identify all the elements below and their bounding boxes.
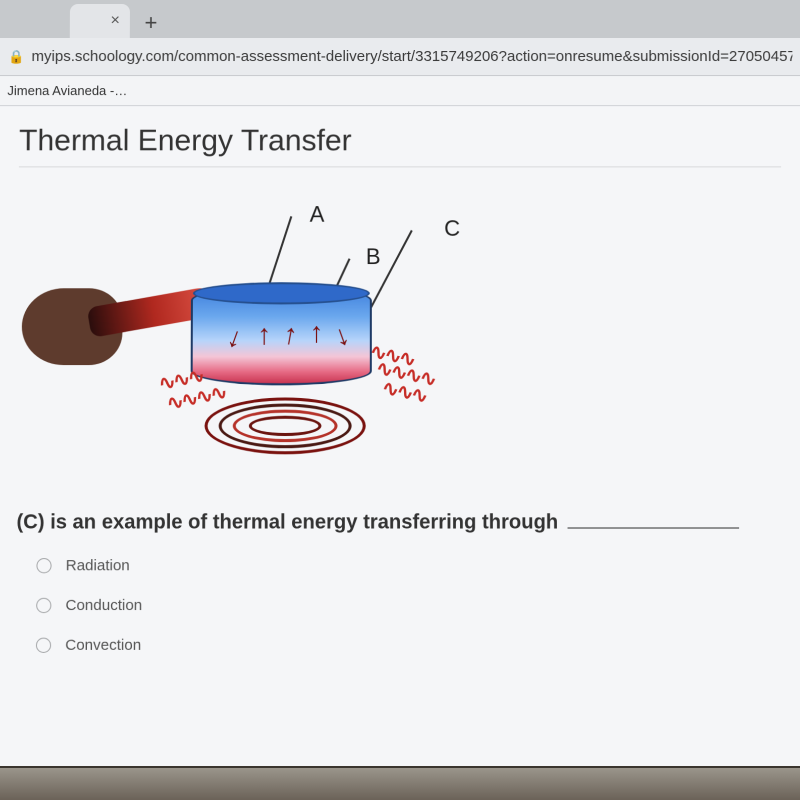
- url-text: myips.schoology.com/common-assessment-de…: [32, 48, 793, 65]
- option-label: Radiation: [66, 557, 130, 574]
- burner-coil: [249, 416, 322, 436]
- page-title: Thermal Energy Transfer: [19, 124, 781, 158]
- bookmark-item[interactable]: Jimena Avianeda -…: [7, 83, 127, 98]
- question-stem: (C) is an example of thermal energy tran…: [16, 511, 783, 534]
- new-tab-button[interactable]: +: [136, 8, 166, 38]
- answer-option[interactable]: Convection: [36, 637, 784, 654]
- laptop-bezel: [0, 766, 800, 800]
- lock-icon: 🔒: [8, 49, 26, 65]
- thermal-diagram: A B C ↑ ↑ ↑ ↑ ↑ ∿∿∿ ∿∿∿∿ ∿∿∿ ∿∿∿∿ ∿∿∿: [27, 198, 461, 481]
- browser-tab-strip: × +: [0, 0, 800, 38]
- stove-burner: [204, 397, 365, 456]
- browser-bookmark-bar: Jimena Avianeda -…: [0, 76, 800, 106]
- option-label: Convection: [65, 637, 141, 654]
- answer-option[interactable]: Conduction: [36, 597, 784, 614]
- convection-arrow-icon: ↑: [257, 319, 271, 351]
- convection-arrow-icon: ↑: [309, 317, 323, 349]
- laptop-screen: × + 🔒 myips.schoology.com/common-assessm…: [0, 0, 800, 780]
- option-label: Conduction: [65, 597, 142, 614]
- leader-line-a: [267, 216, 292, 289]
- water-surface: [193, 282, 370, 304]
- close-icon[interactable]: ×: [111, 12, 120, 30]
- divider: [19, 166, 781, 167]
- question-stem-text: (C) is an example of thermal energy tran…: [16, 511, 558, 533]
- diagram-label-c: C: [444, 216, 460, 242]
- radio-icon[interactable]: [36, 558, 51, 573]
- browser-url-bar[interactable]: 🔒 myips.schoology.com/common-assessment-…: [0, 38, 800, 76]
- answer-blank: [568, 527, 740, 528]
- page-content: Thermal Energy Transfer A B C ↑ ↑ ↑ ↑ ↑ …: [0, 106, 800, 780]
- answer-option[interactable]: Radiation: [36, 557, 783, 574]
- radio-icon[interactable]: [36, 638, 51, 653]
- radio-icon[interactable]: [36, 598, 51, 613]
- diagram-label-b: B: [366, 244, 381, 270]
- browser-tab[interactable]: ×: [70, 4, 130, 38]
- diagram-label-a: A: [310, 202, 325, 228]
